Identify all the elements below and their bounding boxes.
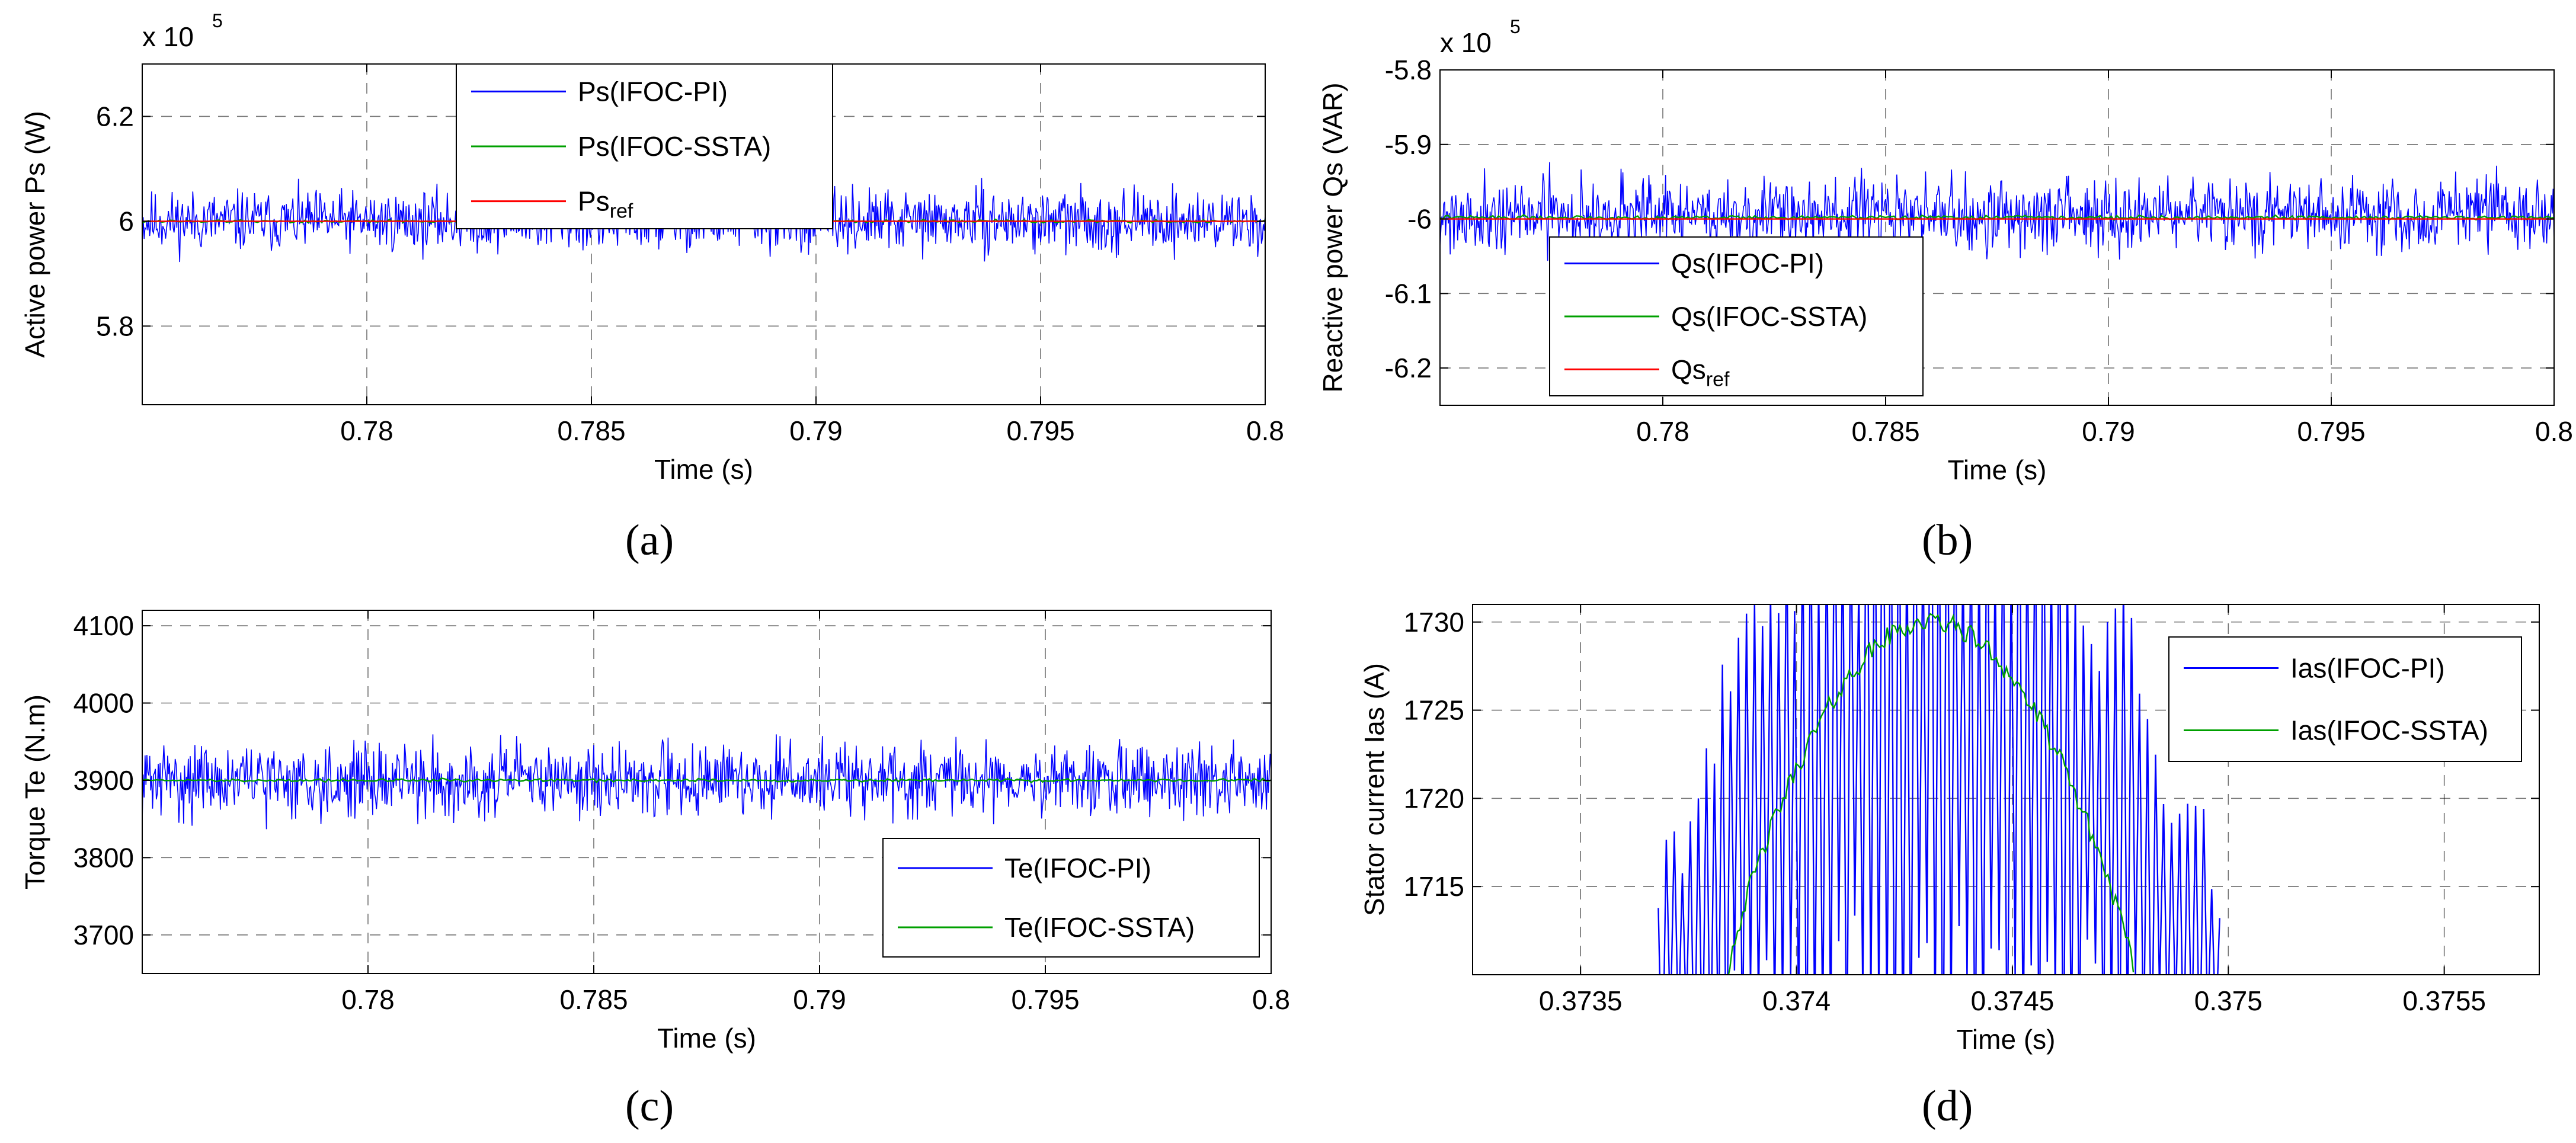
y-axis-label-c: Torque Te (N.m) [20, 694, 50, 889]
multiplier-exp-a: 5 [212, 10, 223, 31]
x-tick-label-a-2: 0.79 [789, 415, 843, 446]
series-b-1 [1440, 214, 2554, 222]
x-tick-label-d-4: 0.3755 [2402, 985, 2486, 1016]
x-tick-label-b-4: 0.8 [2535, 416, 2573, 447]
x-tick-label-c-1: 0.785 [559, 984, 628, 1015]
x-axis-label-d: Time (s) [1957, 1024, 2056, 1055]
legend-label-sub-a-2: ref [610, 200, 633, 223]
chart-c: 0.78 0.785 0.79 0.795 0.8 3700 3800 3900 4000 410… [20, 610, 1290, 1054]
x-axis-label-a: Time (s) [654, 454, 753, 485]
x-axis-label-c: Time (s) [657, 1023, 756, 1054]
y-tick-label-c-3: 4000 [73, 688, 134, 719]
chart-a: 0.78 0.785 0.79 0.795 0.8 5.8 6 6.2 x 10 5 Time (s… [20, 10, 1284, 485]
series-d-1 [1727, 613, 2135, 975]
y-axis-label-d: Stator current Ias (A) [1359, 663, 1390, 916]
axes-frame-c [142, 610, 1272, 974]
legend-label-a-0: Ps(IFOC-PI) [578, 76, 728, 107]
legend-label-d-1: Ias(IFOC-SSTA) [2290, 715, 2488, 746]
legend-label-b-2: Qsref [1671, 354, 1730, 390]
x-tick-label-a-3: 0.795 [1006, 415, 1074, 446]
y-axis-label-a: Active power Ps (W) [20, 111, 50, 358]
x-tick-label-a-1: 0.785 [557, 415, 625, 446]
series-a-0 [142, 178, 1265, 262]
y-tick-label-b-3: -5.9 [1385, 129, 1432, 160]
series-group-b [1440, 162, 2554, 267]
legend-label-sub-b-2: ref [1706, 368, 1730, 390]
y-tick-label-a-2: 6.2 [96, 101, 134, 132]
legend-label-b-1: Qs(IFOC-SSTA) [1671, 301, 1867, 332]
series-d-0 [1657, 604, 2220, 975]
x-tick-label-d-0: 0.3735 [1539, 985, 1623, 1016]
series-group-c [142, 734, 1271, 830]
x-tick-label-b-2: 0.79 [2082, 416, 2135, 447]
y-axis-label-b: Reactive power Qs (VAR) [1317, 82, 1348, 392]
x-tick-label-a-0: 0.78 [340, 415, 393, 446]
x-tick-label-d-3: 0.375 [2194, 985, 2263, 1016]
x-axis-label-b: Time (s) [1948, 454, 2047, 485]
y-tick-label-b-1: -6.1 [1385, 278, 1432, 309]
y-tick-label-c-4: 4100 [73, 610, 134, 641]
multiplier-b: x 10 [1440, 27, 1492, 58]
legend-label-c-1: Te(IFOC-SSTA) [1004, 912, 1195, 943]
x-tick-label-a-4: 0.8 [1246, 415, 1284, 446]
x-tick-label-c-4: 0.8 [1252, 984, 1290, 1015]
caption-b: (b) [1922, 516, 1973, 565]
multiplier-exp-b: 5 [1510, 16, 1521, 37]
y-tick-label-b-0: -6.2 [1385, 353, 1432, 383]
multiplier-a: x 10 [142, 21, 194, 52]
series-c-1 [142, 777, 1271, 784]
x-tick-label-b-0: 0.78 [1636, 416, 1689, 447]
caption-c: (c) [625, 1082, 674, 1131]
y-tick-label-b-2: -6 [1407, 204, 1432, 235]
y-tick-label-a-1: 6 [119, 206, 134, 236]
x-tick-label-b-1: 0.785 [1851, 416, 1919, 447]
axes-frame-b [1439, 69, 2555, 406]
y-tick-label-b-4: -5.8 [1385, 55, 1432, 85]
legend-label-d-0: Ias(IFOC-PI) [2290, 653, 2445, 684]
y-tick-label-c-1: 3800 [73, 842, 134, 873]
x-tick-label-d-1: 0.374 [1762, 985, 1831, 1016]
y-tick-label-d-1: 1720 [1404, 783, 1464, 814]
legend-label-a-1: Ps(IFOC-SSTA) [578, 131, 771, 162]
caption-a: (a) [625, 516, 674, 565]
y-tick-label-c-2: 3900 [73, 765, 134, 796]
legend-label-b-0: Qs(IFOC-PI) [1671, 248, 1824, 279]
x-tick-label-c-3: 0.795 [1011, 984, 1079, 1015]
legend-d [2168, 636, 2522, 762]
y-tick-label-a-0: 5.8 [96, 310, 134, 341]
x-tick-label-b-3: 0.795 [2297, 416, 2365, 447]
chart-d: 0.3735 0.374 0.3745 0.375 0.3755 1715 1720 1725… [1359, 604, 2540, 1055]
chart-b: 0.78 0.785 0.79 0.795 0.8 -6.2 -6.1 -6 -5.9 -5.8 x… [1317, 16, 2573, 485]
caption-d: (d) [1922, 1082, 1973, 1131]
y-tick-label-d-2: 1725 [1404, 695, 1464, 726]
y-tick-label-d-3: 1730 [1404, 607, 1464, 638]
legend-c [882, 838, 1260, 958]
legend-label-c-0: Te(IFOC-PI) [1004, 853, 1151, 883]
y-tick-label-c-0: 3700 [73, 920, 134, 950]
x-tick-label-c-0: 0.78 [341, 984, 395, 1015]
x-tick-label-d-2: 0.3745 [1971, 985, 2055, 1016]
axes-frame-d [1472, 604, 2540, 975]
series-group-d [1657, 604, 2220, 975]
series-c-0 [142, 734, 1271, 830]
series-b-0 [1440, 162, 2554, 267]
y-tick-label-d-0: 1715 [1404, 871, 1464, 902]
x-tick-label-c-2: 0.79 [793, 984, 846, 1015]
